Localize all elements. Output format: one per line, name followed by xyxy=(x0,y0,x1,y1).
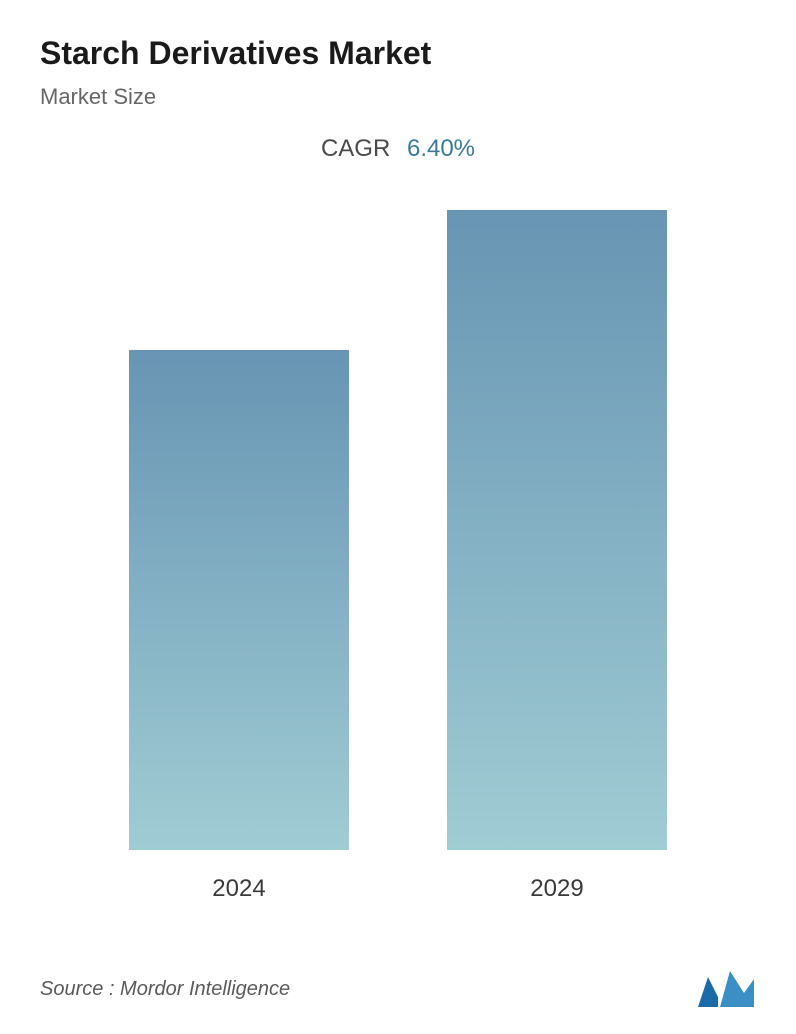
chart-title: Starch Derivatives Market xyxy=(40,35,756,72)
cagr-value: 6.40% xyxy=(407,135,475,162)
footer: Source : Mordor Intelligence xyxy=(40,969,756,1009)
logo-icon xyxy=(696,969,756,1009)
chart-subtitle: Market Size xyxy=(40,84,756,110)
source-text: Source : Mordor Intelligence xyxy=(40,978,290,1001)
bar-label-0: 2024 xyxy=(212,875,265,903)
chart-area: 2024 2029 xyxy=(40,223,756,903)
source-label: Source : xyxy=(40,978,114,1000)
cagr-label: CAGR xyxy=(321,135,390,162)
bar-0 xyxy=(129,350,349,850)
bar-1 xyxy=(447,210,667,850)
bar-label-1: 2029 xyxy=(530,875,583,903)
bar-group-1: 2029 xyxy=(447,210,667,903)
bar-group-0: 2024 xyxy=(129,350,349,903)
source-name: Mordor Intelligence xyxy=(120,978,290,1000)
cagr-row: CAGR 6.40% xyxy=(40,135,756,163)
